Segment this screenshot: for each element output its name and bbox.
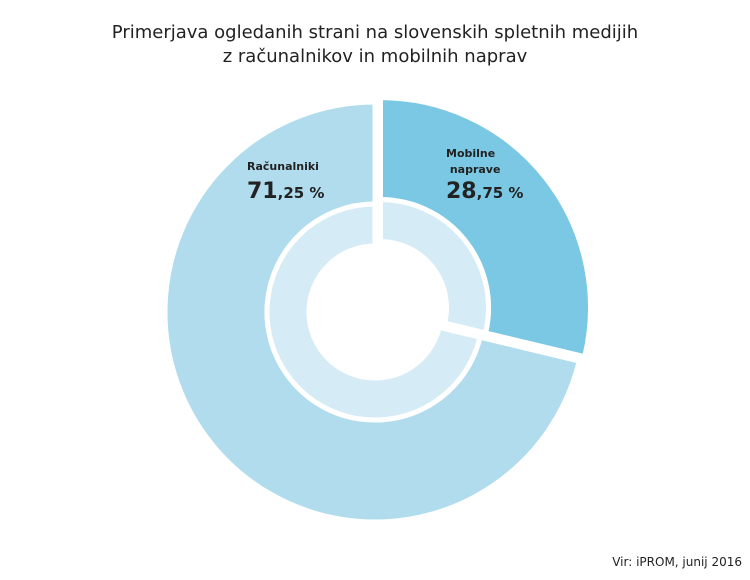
slice-label: Mobilne naprave (446, 147, 500, 176)
slice-inner (264, 201, 484, 423)
slice-inner (377, 197, 491, 336)
source: Vir: iPROM, junij 2016 (612, 555, 742, 569)
value-label: 28,75 % (446, 179, 523, 204)
chart-title: z računalnikov in mobilnih naprav (223, 46, 528, 67)
slice-label: Računalniki (247, 160, 319, 173)
value-label: 71,25 % (247, 179, 324, 204)
chart-title: Primerjava ogledanih strani na slovenski… (112, 22, 638, 43)
